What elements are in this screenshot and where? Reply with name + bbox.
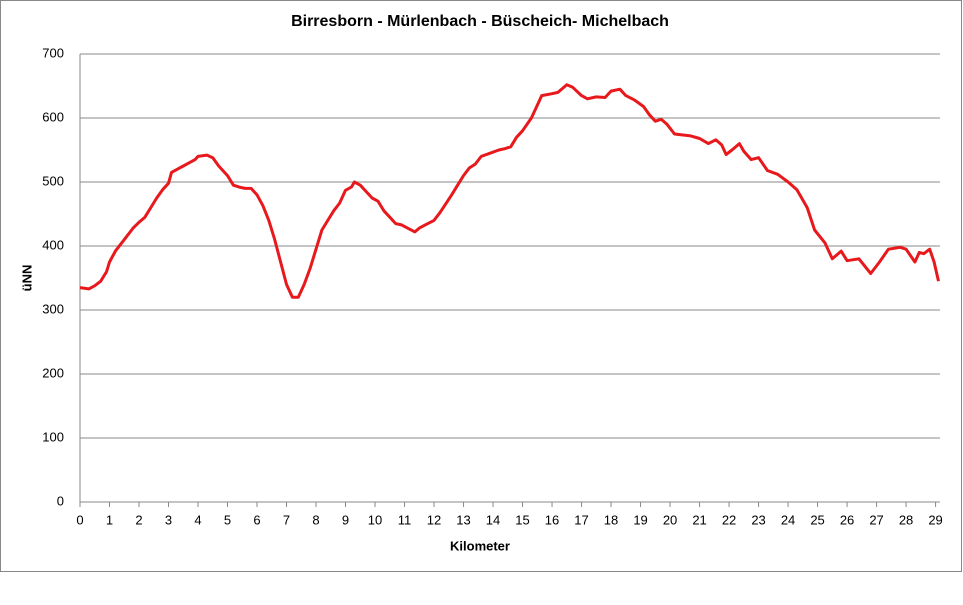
x-tick-label: 1	[106, 512, 113, 527]
y-tick-label: 200	[42, 365, 64, 380]
x-tick-label: 28	[899, 512, 913, 527]
y-tick-label: 100	[42, 429, 64, 444]
x-tick-label: 14	[486, 512, 500, 527]
y-tick-label: 500	[42, 173, 64, 188]
x-tick-label: 6	[253, 512, 260, 527]
x-tick-label: 3	[165, 512, 172, 527]
y-tick-label: 300	[42, 301, 64, 316]
chart-border	[0, 0, 962, 572]
y-tick-label: 600	[42, 109, 64, 124]
x-tick-label: 25	[810, 512, 824, 527]
x-tick-label: 12	[427, 512, 441, 527]
x-tick-label: 19	[633, 512, 647, 527]
data-line	[79, 83, 940, 299]
x-tick-label: 16	[545, 512, 559, 527]
x-tick-label: 23	[751, 512, 765, 527]
x-tick-label: 10	[368, 512, 382, 527]
x-tick-label: 17	[574, 512, 588, 527]
x-tick-label: 8	[312, 512, 319, 527]
x-tick-label: 29	[928, 512, 942, 527]
x-tick-label: 24	[781, 512, 795, 527]
chart-title: Birresborn - Mürlenbach - Büscheich- Mic…	[291, 13, 669, 30]
x-tick-label: 15	[515, 512, 529, 527]
x-tick-label: 7	[283, 512, 290, 527]
x-tick-label: 13	[456, 512, 470, 527]
x-tick-label: 2	[135, 512, 142, 527]
x-tick-label: 21	[692, 512, 706, 527]
y-tick-label: 700	[42, 45, 64, 60]
x-tick-label: 9	[342, 512, 349, 527]
y-tick-label: 0	[57, 493, 64, 508]
y-tick-label: 400	[42, 237, 64, 252]
x-tick-label: 5	[224, 512, 231, 527]
x-tick-label: 26	[840, 512, 854, 527]
x-tick-label: 18	[604, 512, 618, 527]
y-axis-title: üNN	[19, 265, 34, 292]
x-tick-label: 22	[722, 512, 736, 527]
x-tick-label: 4	[194, 512, 201, 527]
x-tick-label: 11	[398, 512, 412, 527]
x-tick-label: 0	[76, 512, 83, 527]
x-tick-label: 20	[663, 512, 677, 527]
x-axis-title: Kilometer	[450, 538, 510, 553]
x-tick-label: 27	[869, 512, 883, 527]
